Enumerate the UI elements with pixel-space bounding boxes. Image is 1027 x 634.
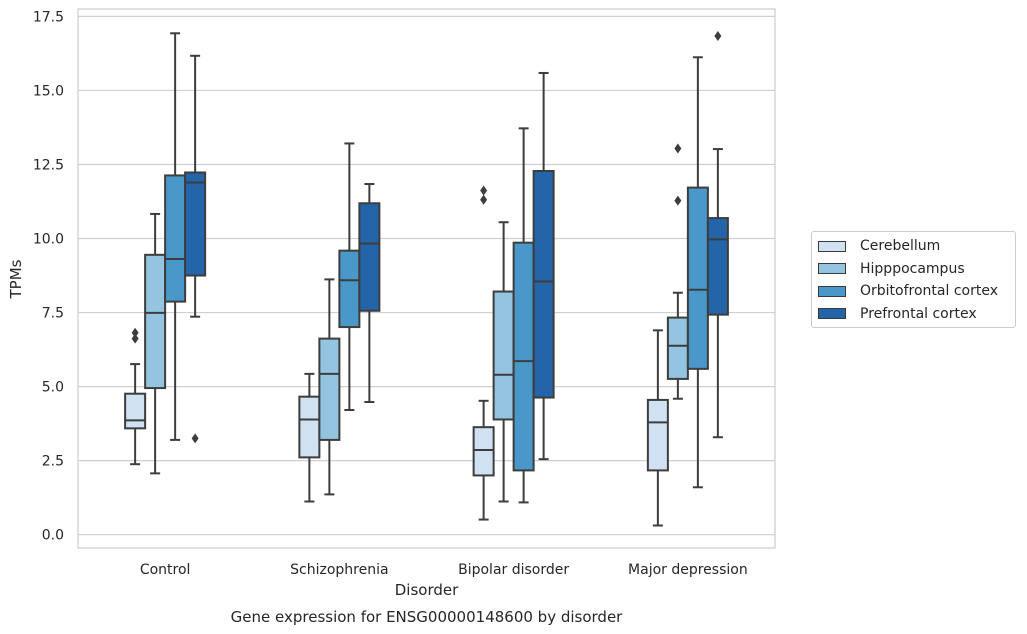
box-prefrontal-cortex <box>358 183 381 403</box>
box-iqr <box>686 186 709 370</box>
outlier-point <box>480 194 488 205</box>
outlier-point <box>131 333 139 344</box>
y-tick-label: 7.5 <box>42 306 64 322</box>
y-tick-label: 5.0 <box>42 380 64 396</box>
x-tick-label: Bipolar disorder <box>458 562 569 578</box>
legend-label: Hipppocampus <box>860 260 965 277</box>
x-tick-label: Control <box>140 562 191 578</box>
box-iqr <box>144 253 167 390</box>
y-tick-label: 10.0 <box>33 232 64 248</box>
legend: Cerebellum Hipppocampus Orbitofrontal cort… <box>811 231 1016 328</box>
box-iqr <box>298 395 321 459</box>
box-iqr <box>492 290 515 421</box>
box-iqr <box>646 398 669 472</box>
outlier-point <box>191 433 199 444</box>
box-cerebellum <box>472 185 495 521</box>
y-tick-label: 15.0 <box>33 83 64 99</box>
box-hipppocampus <box>666 143 689 400</box>
box-hipppocampus <box>318 278 341 496</box>
box-orbitofrontal-cortex <box>338 142 361 411</box>
box-orbitofrontal-cortex <box>512 127 535 504</box>
legend-swatch <box>818 285 846 297</box>
y-tick-label: 2.5 <box>42 454 64 470</box>
outlier-point <box>480 185 488 196</box>
box-cerebellum <box>646 329 669 527</box>
box-iqr <box>184 171 207 277</box>
y-axis-title: TPMs <box>7 259 25 299</box>
x-tick-labels: Control Schizophrenia Bipolar disorder Majo… <box>140 562 748 578</box>
legend-swatch <box>818 308 846 320</box>
x-axis-title: Disorder <box>395 581 459 599</box>
box-iqr <box>318 337 341 441</box>
y-tick-label: 17.5 <box>33 9 64 25</box>
box-hipppocampus <box>144 212 167 475</box>
x-tick-label: Major depression <box>628 562 748 578</box>
legend-label: Orbitofrontal cortex <box>860 283 998 300</box>
legend-item: Prefrontal cortex <box>812 303 1015 326</box>
x-tick-label: Schizophrenia <box>290 562 388 578</box>
chart-caption: Gene expression for ENSG00000148600 by d… <box>231 608 624 626</box>
legend-label: Prefrontal cortex <box>860 305 977 322</box>
legend-item: Hipppocampus <box>812 258 1015 281</box>
legend-swatch <box>818 263 846 275</box>
box-iqr <box>164 174 187 303</box>
box-iqr <box>512 241 535 472</box>
box-orbitofrontal-cortex <box>686 56 709 489</box>
box-cerebellum <box>124 327 147 466</box>
box-iqr <box>666 316 689 380</box>
box-iqr <box>706 217 729 316</box>
legend-label: Cerebellum <box>860 238 941 255</box>
box-iqr <box>472 426 495 477</box>
outlier-point <box>131 327 139 338</box>
box-iqr <box>338 249 361 329</box>
y-tick-label: 12.5 <box>33 157 64 173</box>
box-prefrontal-cortex <box>706 30 729 439</box>
box-iqr <box>358 202 381 312</box>
y-tick-label: 0.0 <box>42 528 64 544</box>
box-orbitofrontal-cortex <box>164 32 187 441</box>
plot-area-frame <box>77 8 776 549</box>
box-hipppocampus <box>492 221 515 503</box>
box-iqr <box>124 392 147 430</box>
box-cerebellum <box>298 372 321 503</box>
legend-swatch <box>818 240 846 252</box>
box-prefrontal-cortex <box>184 54 207 444</box>
boxes <box>124 30 729 527</box>
legend-item: Cerebellum <box>812 235 1015 258</box>
box-iqr <box>532 169 555 399</box>
legend-item: Orbitofrontal cortex <box>812 280 1015 303</box>
outlier-point <box>674 195 682 206</box>
outlier-point <box>674 143 682 154</box>
y-tick-labels: 0.0 2.5 5.0 7.5 10.0 12.5 15.0 17.5 <box>33 9 64 543</box>
box-prefrontal-cortex <box>532 71 555 461</box>
outlier-point <box>714 30 722 41</box>
